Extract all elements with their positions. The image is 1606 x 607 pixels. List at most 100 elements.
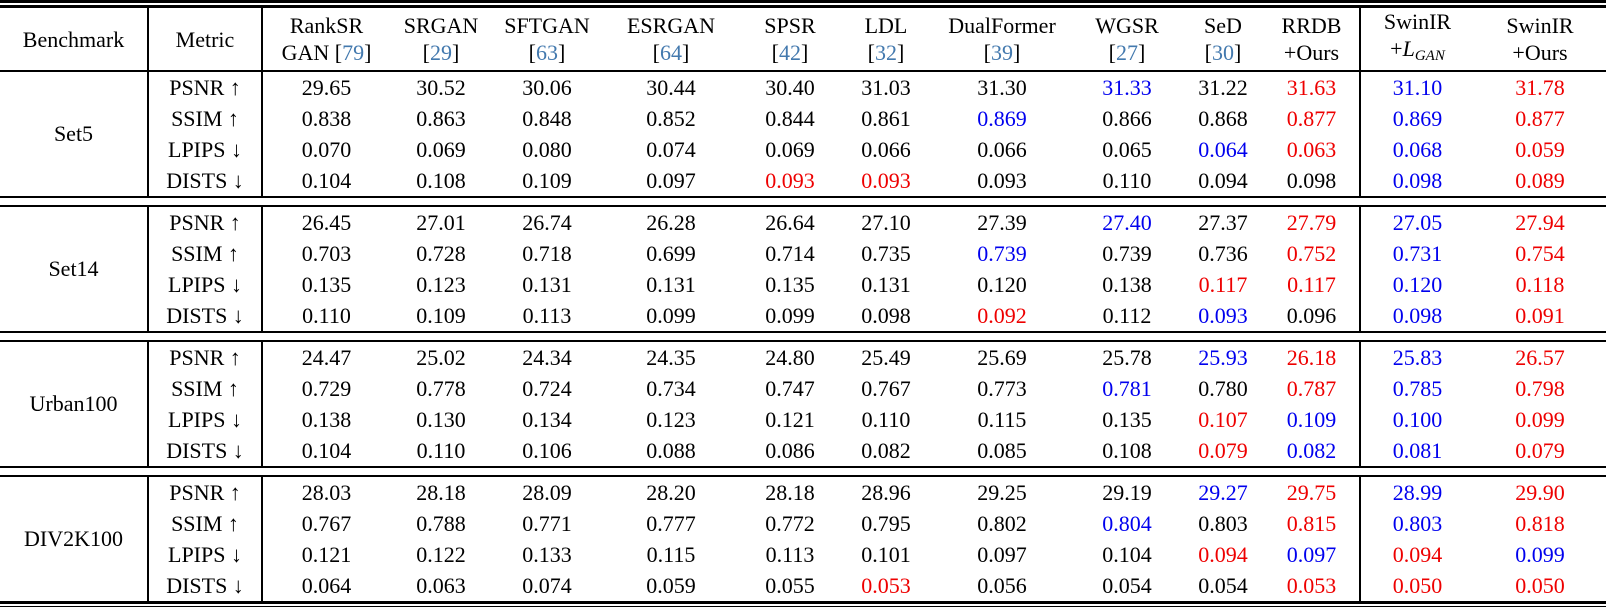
- method-header: SRGAN [29]: [390, 4, 492, 72]
- value-cell: 25.69: [977, 344, 1027, 370]
- benchmark-label: DIV2K100: [0, 476, 149, 605]
- citation-link[interactable]: 29: [430, 40, 452, 65]
- value-cell: 0.063: [1264, 134, 1361, 165]
- method-subline: [32]: [867, 40, 905, 65]
- value-cell: 31.63: [1264, 71, 1361, 103]
- value-cell: 0.069: [765, 136, 815, 162]
- citation-link[interactable]: 39: [991, 40, 1013, 65]
- value-cell: 0.070: [301, 136, 352, 162]
- benchmark-header: Benchmark: [0, 4, 149, 72]
- value-cell: 0.138: [301, 406, 352, 432]
- citation-link[interactable]: 64: [660, 40, 682, 65]
- value-cell: 0.803: [1392, 510, 1443, 536]
- benchmark-group: DIV2K100 PSNR ↑ 28.03 28.18 28.09 28.20 28.18 2…: [0, 476, 1606, 605]
- loss-symbol: L: [1402, 36, 1415, 61]
- value-cell: 0.056: [977, 572, 1027, 598]
- value-cell: 0.868: [1198, 105, 1248, 131]
- value-cell: 29.19: [1102, 479, 1152, 505]
- value-cell: 0.135: [765, 271, 815, 297]
- value-cell: 0.098: [1264, 165, 1361, 197]
- metric-row: SSIM ↑ 0.838 0.863 0.848 0.852 0.844 0.861 0.86…: [0, 103, 1606, 134]
- table-header: Benchmark Metric RankSR GAN [79] SRGAN [29] SF…: [0, 4, 1606, 72]
- value-cell: 0.086: [765, 437, 815, 463]
- citation-link[interactable]: 42: [779, 40, 801, 65]
- value-cell: 0.094: [1198, 167, 1248, 193]
- value-cell: 0.118: [1515, 271, 1565, 297]
- value-cell: 0.082: [1264, 435, 1361, 467]
- value-cell: 0.699: [646, 240, 696, 266]
- method-name: SFTGAN: [504, 13, 590, 38]
- method-subline: [27]: [1108, 40, 1146, 65]
- citation-link[interactable]: 30: [1212, 40, 1234, 65]
- value-cell: 0.718: [522, 240, 572, 266]
- value-cell: 26.18: [1264, 341, 1361, 373]
- value-cell: 27.40: [1102, 209, 1152, 235]
- value-cell: 26.64: [765, 209, 815, 235]
- value-cell: 0.064: [1198, 136, 1248, 162]
- value-cell: 0.106: [522, 437, 572, 463]
- value-cell: 0.050: [1392, 572, 1443, 598]
- value-cell: 0.734: [646, 375, 696, 401]
- metric-row: SSIM ↑ 0.729 0.778 0.724 0.734 0.747 0.767 0.77…: [0, 373, 1606, 404]
- metric-row: DISTS ↓ 0.110 0.109 0.113 0.099 0.099 0.098 0.0…: [0, 300, 1606, 332]
- group-divider: [0, 466, 1606, 477]
- citation-link[interactable]: 27: [1116, 40, 1138, 65]
- group-separator: [0, 196, 1606, 207]
- method-name: SPSR: [764, 13, 816, 38]
- benchmark-group: Urban100 PSNR ↑ 24.47 25.02 24.34 24.35 24.80 2…: [0, 341, 1606, 467]
- value-cell: 0.110: [302, 302, 351, 328]
- value-cell: 0.104: [1102, 541, 1152, 567]
- value-cell: 0.703: [301, 240, 352, 266]
- value-cell: 0.123: [646, 406, 696, 432]
- value-cell: 0.101: [861, 541, 911, 567]
- method-name: ESRGAN: [626, 13, 715, 38]
- value-cell: 0.096: [1264, 300, 1361, 332]
- citation-link[interactable]: 63: [536, 40, 558, 65]
- value-cell: 28.18: [765, 479, 815, 505]
- value-cell: 0.079: [1515, 437, 1565, 463]
- method-name: SwinIR: [1383, 9, 1452, 34]
- value-cell: 0.771: [522, 510, 572, 536]
- value-cell: 0.094: [1392, 541, 1443, 567]
- value-cell: 0.066: [977, 136, 1027, 162]
- value-cell: 31.33: [1102, 74, 1152, 100]
- value-cell: 29.25: [977, 479, 1027, 505]
- value-cell: 0.130: [416, 406, 466, 432]
- metric-row: DISTS ↓ 0.104 0.110 0.106 0.088 0.086 0.082 0.0…: [0, 435, 1606, 467]
- value-cell: 28.18: [416, 479, 466, 505]
- metric-row: SSIM ↑ 0.703 0.728 0.718 0.699 0.714 0.735 0.73…: [0, 238, 1606, 269]
- value-cell: 29.75: [1264, 476, 1361, 508]
- value-cell: 26.28: [646, 209, 696, 235]
- value-cell: 0.113: [765, 541, 815, 567]
- citation-link[interactable]: 79: [342, 40, 365, 65]
- value-cell: 0.092: [977, 302, 1027, 328]
- value-cell: 27.79: [1264, 206, 1361, 238]
- citation-link[interactable]: 32: [875, 40, 897, 65]
- value-cell: 0.109: [416, 302, 466, 328]
- value-cell: 0.795: [861, 510, 911, 536]
- value-cell: 27.01: [416, 209, 466, 235]
- value-cell: 0.767: [301, 510, 352, 536]
- value-cell: 0.069: [416, 136, 466, 162]
- value-cell: 0.098: [861, 302, 911, 328]
- benchmark-label: Urban100: [0, 341, 149, 467]
- value-cell: 24.35: [646, 344, 696, 370]
- metric-label: LPIPS ↓: [148, 539, 263, 570]
- value-cell: 29.65: [301, 74, 352, 100]
- value-cell: 0.054: [1198, 572, 1248, 598]
- value-cell: 0.093: [765, 167, 815, 193]
- value-cell: 0.767: [861, 375, 911, 401]
- header-row: Benchmark Metric RankSR GAN [79] SRGAN [29] SF…: [0, 4, 1606, 72]
- value-cell: 0.097: [977, 541, 1027, 567]
- method-subline: [39]: [983, 40, 1021, 65]
- benchmark-group: Set14 PSNR ↑ 26.45 27.01 26.74 26.28 26.64 27.1…: [0, 206, 1606, 332]
- group-separator: [0, 466, 1606, 477]
- metric-label: DISTS ↓: [148, 435, 263, 467]
- metric-header: Metric: [148, 4, 263, 72]
- value-cell: 0.110: [1102, 167, 1152, 193]
- value-cell: 0.861: [861, 105, 911, 131]
- value-cell: 0.055: [765, 572, 815, 598]
- value-cell: 24.47: [301, 344, 352, 370]
- value-cell: 0.131: [646, 271, 696, 297]
- value-cell: 0.053: [861, 572, 911, 598]
